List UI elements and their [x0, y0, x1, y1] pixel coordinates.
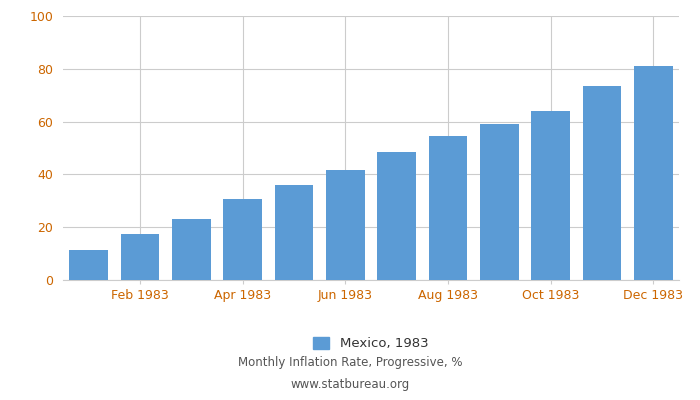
Bar — [120, 234, 160, 280]
Bar — [582, 86, 622, 280]
Bar — [428, 136, 468, 280]
Legend: Mexico, 1983: Mexico, 1983 — [308, 332, 434, 356]
Bar — [274, 185, 314, 280]
Bar — [69, 250, 108, 280]
Text: Monthly Inflation Rate, Progressive, %: Monthly Inflation Rate, Progressive, % — [238, 356, 462, 369]
Bar — [634, 66, 673, 280]
Bar — [326, 170, 365, 280]
Bar — [480, 124, 519, 280]
Bar — [377, 152, 416, 280]
Bar — [172, 219, 211, 280]
Bar — [531, 111, 570, 280]
Bar — [223, 200, 262, 280]
Text: www.statbureau.org: www.statbureau.org — [290, 378, 410, 391]
